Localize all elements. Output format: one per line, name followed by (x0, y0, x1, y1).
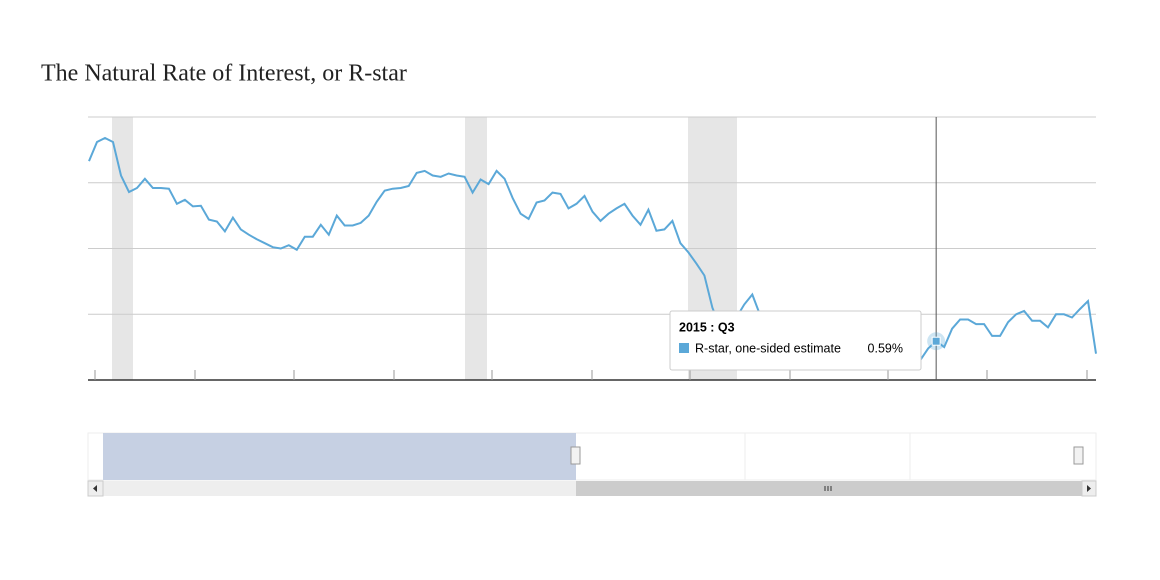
navigator-selection[interactable] (103, 433, 576, 480)
scrollbar-thumb[interactable] (576, 481, 1082, 496)
navigator[interactable] (87, 432, 1097, 497)
tooltip-title: 2015 : Q3 (679, 320, 735, 334)
tooltip-swatch (679, 343, 689, 353)
hover-point (931, 336, 941, 346)
tooltip-value: 0.59% (868, 341, 903, 355)
tooltip-series: R-star, one-sided estimate (695, 341, 841, 355)
tooltip: 2015 : Q3 R-star, one-sided estimate 0.59% (669, 310, 922, 371)
navigator-handle[interactable] (1073, 446, 1084, 465)
navigator-handle[interactable] (570, 446, 581, 465)
chart-title: The Natural Rate of Interest, or R-star (41, 61, 407, 87)
tooltip-box (669, 310, 922, 371)
x-axis (94, 370, 1088, 380)
series-line (88, 136, 1097, 362)
